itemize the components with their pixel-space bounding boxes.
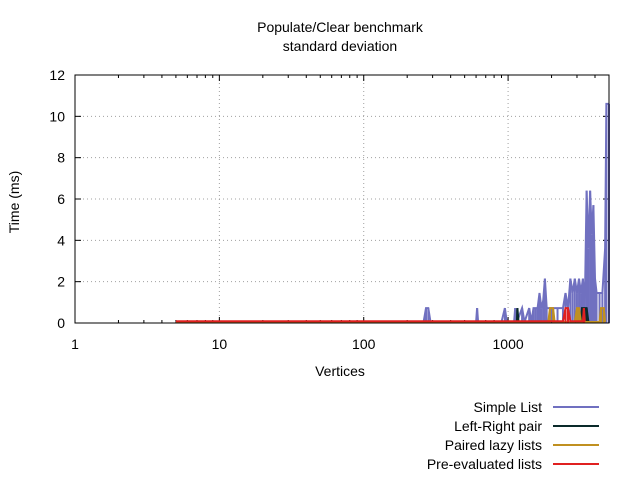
y-tick-label: 8 [57,150,65,166]
legend-label: Simple List [474,399,543,415]
x-axis-label: Vertices [315,363,365,379]
y-tick-label: 2 [57,274,65,290]
legend-label: Paired lazy lists [445,437,542,453]
chart-subtitle: standard deviation [283,38,397,54]
legend-label: Pre-evaluated lists [427,456,542,472]
y-tick-label: 12 [49,67,65,83]
plot-frame [74,74,610,324]
legend-label: Left-Right pair [454,418,542,434]
x-tick-label: 10 [212,336,228,352]
y-tick-label: 0 [57,315,65,331]
plot-series [175,102,610,323]
y-tick-label: 10 [49,108,65,124]
x-tick-label: 100 [352,336,376,352]
y-axis-label: Time (ms) [6,171,22,233]
chart-title: Populate/Clear benchmark [257,19,424,35]
y-tick-label: 6 [57,191,65,207]
x-tick-label: 1000 [493,336,524,352]
legend: Simple List Left-Right pair Paired lazy li… [427,399,599,472]
x-tick-label: 1 [71,336,79,352]
grid-lines [75,75,609,323]
series-simple-list [175,102,610,323]
axis-ticks: 0 2 4 6 8 10 12 1 10 100 1000 [49,67,610,352]
y-tick-label: 4 [57,232,65,248]
series-pre-evaluated-lists [175,307,586,323]
